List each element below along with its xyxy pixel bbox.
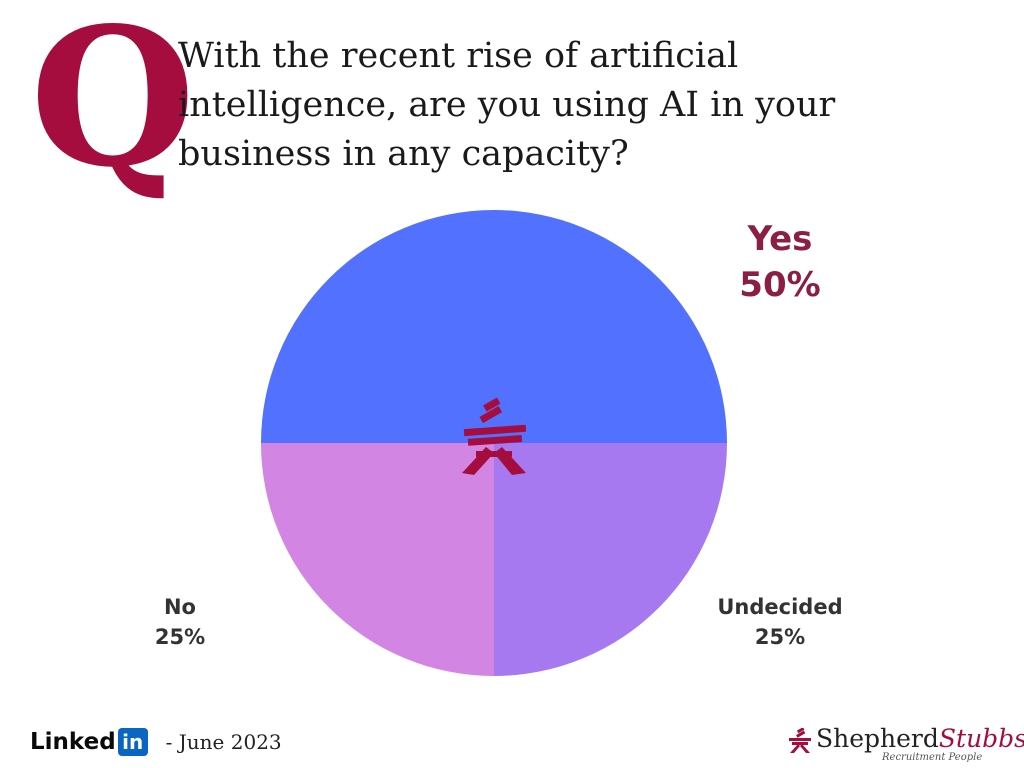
pie-slice-undecided (494, 443, 727, 676)
center-logo-stroke-3 (467, 435, 523, 446)
label-yes-percent: 50% (739, 265, 821, 305)
label-undecided-name: Undecided (717, 595, 843, 619)
q-letter-logo: Q (30, 0, 196, 209)
label-no: No 25% (120, 592, 240, 652)
question-line-2: intelligence, are you using AI in your (178, 85, 836, 125)
center-logo-stroke-0 (483, 397, 501, 412)
pie-slice-yes (261, 210, 727, 443)
center-logo-stroke-6 (476, 451, 512, 457)
shepherd-stubbs-logo: ShepherdStubbs Recruitment People (786, 718, 1024, 764)
linkedin-logo-word: Linked (30, 729, 116, 755)
footer-left: Linked in - June 2023 (30, 722, 282, 762)
label-no-name: No (163, 595, 196, 619)
label-undecided-percent: 25% (754, 625, 806, 649)
label-yes: Yes 50% (700, 216, 860, 308)
brand-name-part1: Shepherd (816, 724, 939, 753)
brand-name: ShepherdStubbs (816, 724, 1024, 753)
label-undecided: Undecided 25% (700, 592, 860, 652)
linkedin-logo-box: in (117, 728, 148, 756)
center-logo-stroke-1 (479, 406, 503, 424)
center-logo-icon (462, 397, 527, 475)
label-no-percent: 25% (154, 625, 206, 649)
brand-tagline: Recruitment People (882, 752, 983, 763)
question-title: With the recent rise of artificial intel… (178, 32, 878, 179)
shepherd-stubbs-mark-icon (789, 728, 811, 753)
survey-date: - June 2023 (165, 730, 282, 754)
center-logo-stroke-2 (463, 424, 527, 437)
pie-slice-no (261, 443, 494, 676)
question-line-1: With the recent rise of artificial (178, 36, 739, 76)
label-yes-name: Yes (747, 219, 813, 259)
brand-name-part2: Stubbs (938, 724, 1024, 753)
question-line-3: business in any capacity? (178, 134, 629, 174)
